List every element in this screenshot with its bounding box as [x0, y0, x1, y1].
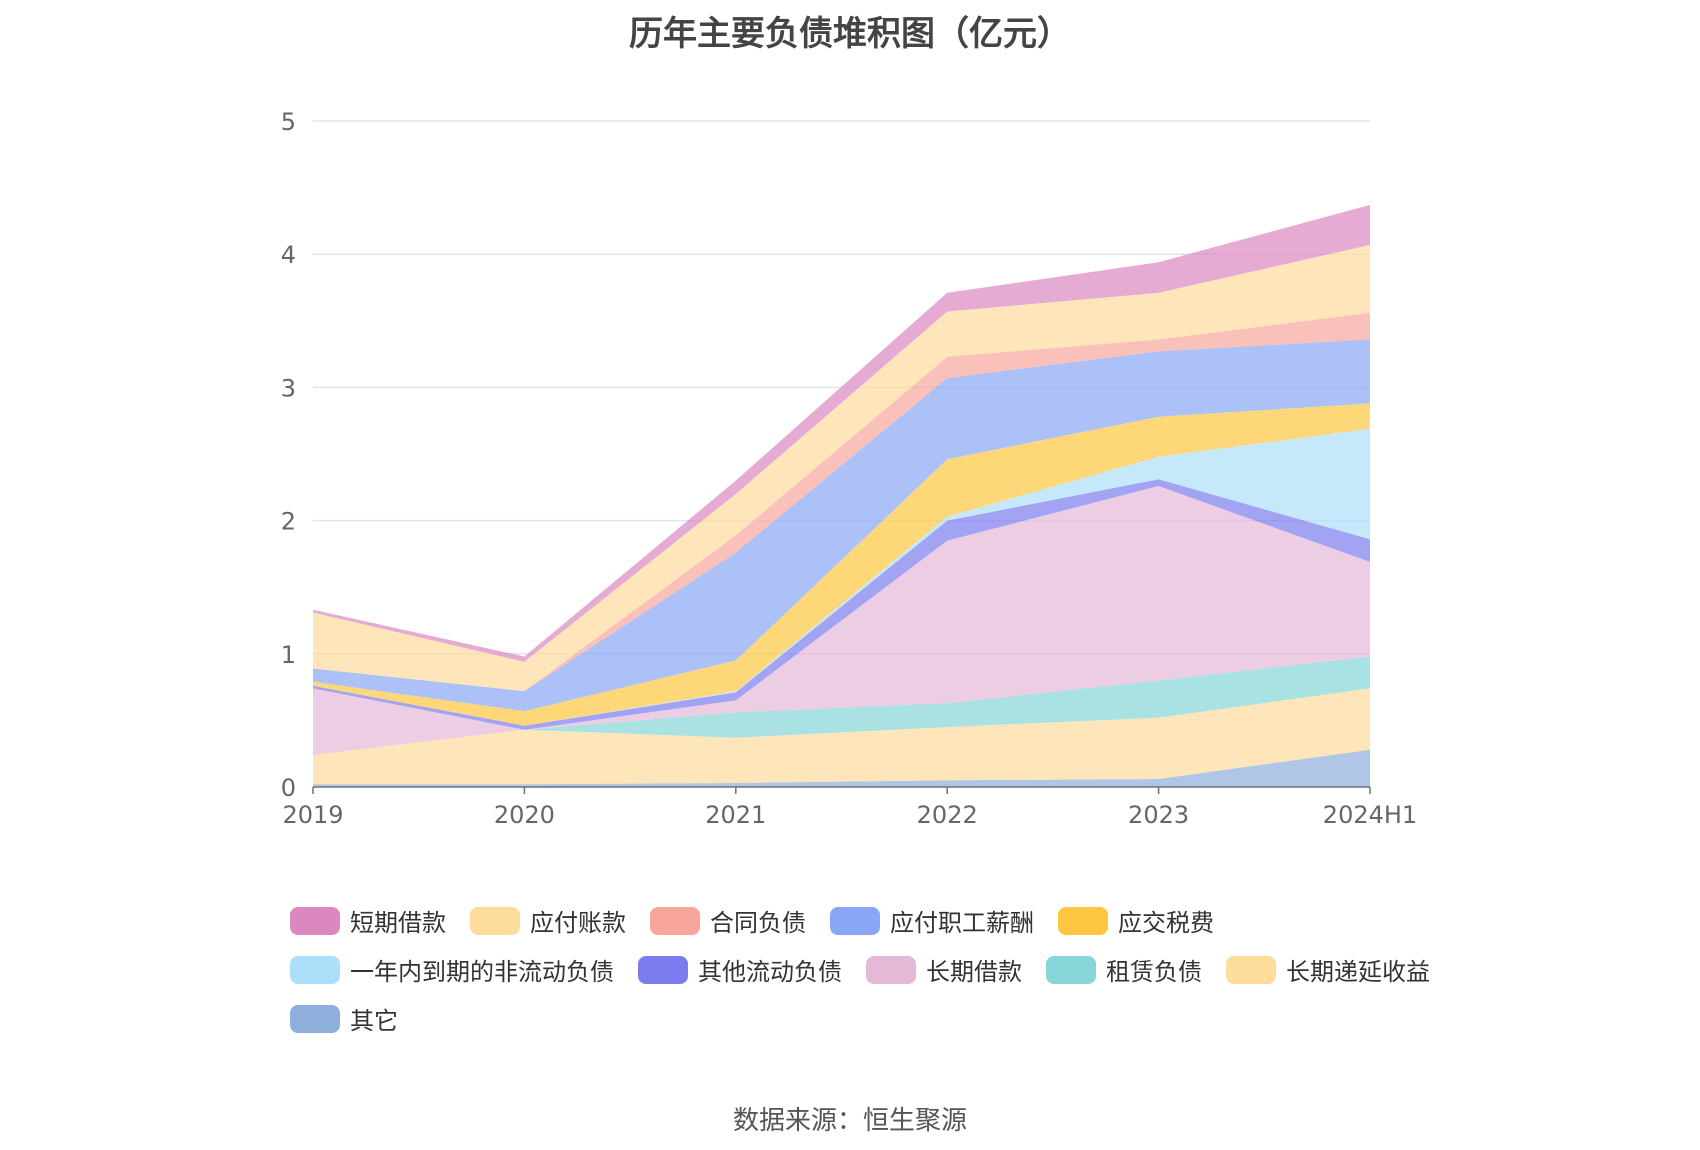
legend-item[interactable]: 长期借款 [866, 945, 1022, 994]
legend-item[interactable]: 应付职工薪酬 [830, 896, 1034, 945]
area-series [313, 204, 1370, 787]
x-tick-label: 2024H1 [1323, 801, 1417, 829]
legend-item[interactable]: 租赁负债 [1046, 945, 1202, 994]
legend-item[interactable]: 其它 [290, 994, 398, 1043]
x-tick-label: 2022 [917, 801, 978, 829]
x-tick-label: 2019 [282, 801, 343, 829]
legend-item[interactable]: 合同负债 [650, 896, 806, 945]
legend-swatch [1226, 955, 1276, 984]
legend-label: 租赁负债 [1106, 958, 1202, 986]
area-5[interactable] [313, 428, 1370, 726]
legend-item[interactable]: 其他流动负债 [638, 945, 842, 994]
legend-swatch [1058, 906, 1108, 935]
legend-swatch [290, 906, 340, 935]
legend-label: 短期借款 [350, 909, 446, 937]
area-0[interactable] [313, 749, 1370, 787]
legend-item[interactable]: 应交税费 [1058, 896, 1214, 945]
area-9[interactable] [313, 244, 1370, 692]
legend-label: 一年内到期的非流动负债 [350, 958, 614, 986]
legend-swatch [866, 955, 916, 984]
legend-swatch [830, 906, 880, 935]
legend-label: 长期递延收益 [1286, 958, 1430, 986]
legend-swatch [638, 955, 688, 984]
y-tick-label: 4 [281, 241, 296, 269]
y-tick-label: 2 [281, 508, 296, 536]
y-tick-label: 0 [281, 774, 296, 802]
legend-label: 长期借款 [926, 958, 1022, 986]
area-7[interactable] [313, 339, 1370, 712]
y-tick-label: 1 [281, 641, 296, 669]
x-tick-label: 2020 [494, 801, 555, 829]
legend-swatch [1046, 955, 1096, 984]
legend-item[interactable]: 一年内到期的非流动负债 [290, 945, 614, 994]
axes: 0 1 2 3 4 5 2019 2020 2021 2022 2023 2024H1 [281, 108, 1417, 829]
legend: 短期借款 应付账款 合同负债 应付职工薪酬 应交税费一年内到期的非流动负债 其他流动负债 长… [290, 896, 1490, 1043]
legend-label: 合同负债 [710, 909, 806, 937]
chart-title: 历年主要负债堆积图（亿元） [629, 14, 1071, 54]
legend-item[interactable]: 短期借款 [290, 896, 446, 945]
legend-item[interactable]: 长期递延收益 [1226, 945, 1430, 994]
legend-label: 其它 [350, 1007, 398, 1035]
area-6[interactable] [313, 403, 1370, 726]
legend-item[interactable]: 应付账款 [470, 896, 626, 945]
legend-swatch [290, 955, 340, 984]
y-tick-label: 3 [281, 374, 296, 402]
legend-label: 应交税费 [1118, 909, 1214, 937]
x-tick-label: 2023 [1128, 801, 1189, 829]
area-2[interactable] [313, 656, 1370, 756]
legend-swatch [650, 906, 700, 935]
data-source: 数据来源：恒生聚源 [732, 1106, 967, 1136]
x-tick-label: 2021 [705, 801, 766, 829]
legend-swatch [470, 906, 520, 935]
y-tick-label: 5 [281, 108, 296, 136]
legend-label: 其他流动负债 [698, 958, 842, 986]
legend-label: 应付职工薪酬 [890, 909, 1034, 937]
area-1[interactable] [313, 688, 1370, 785]
legend-label: 应付账款 [530, 909, 626, 937]
area-10[interactable] [313, 204, 1370, 662]
legend-swatch [290, 1004, 340, 1033]
